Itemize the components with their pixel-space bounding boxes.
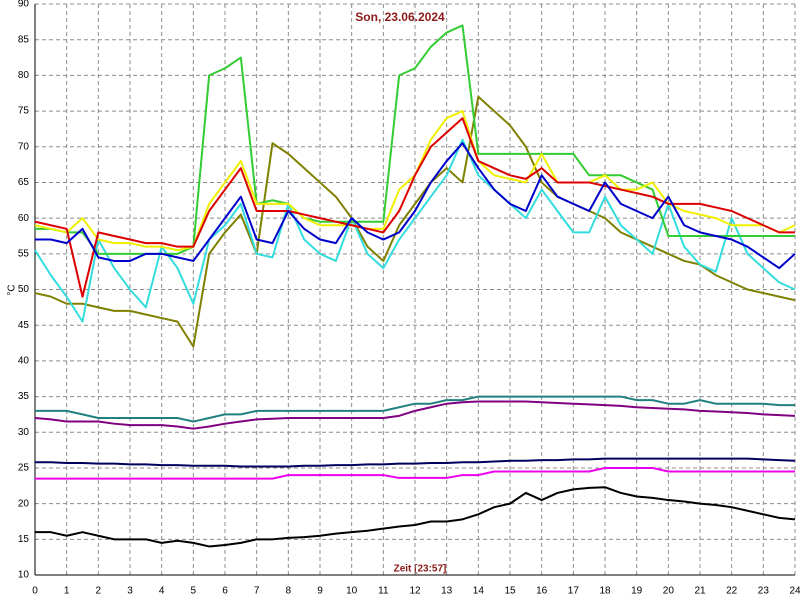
series-line [35, 142, 796, 270]
y-tick-label: 10 [18, 570, 30, 581]
x-tick-label: 19 [631, 586, 643, 597]
y-tick-label: 40 [18, 356, 30, 367]
x-tick-label: 21 [694, 586, 706, 597]
x-tick-label: 23 [758, 586, 770, 597]
series-line [35, 466, 795, 480]
y-tick-label: 25 [18, 463, 30, 474]
x-tick-label: 16 [536, 586, 548, 597]
x-tick-label: 2 [96, 586, 102, 597]
y-tick-label: 50 [18, 284, 30, 295]
y-tick-label: 35 [18, 391, 30, 402]
x-tick-label: 3 [127, 586, 133, 597]
x-tick-label: 4 [159, 586, 165, 597]
x-tick-label: 1 [64, 586, 70, 597]
x-tick-label: 7 [254, 586, 260, 597]
y-tick-label: 20 [18, 498, 30, 509]
x-tick-label: 9 [317, 586, 323, 597]
y-axis-label: °C [7, 284, 18, 295]
x-tick-label: 14 [473, 586, 485, 597]
y-tick-label: 85 [18, 34, 30, 45]
y-tick-label: 45 [18, 320, 30, 331]
series-line [35, 486, 796, 548]
y-tick-label: 65 [18, 177, 30, 188]
series-line [34, 117, 795, 298]
y-tick-label: 30 [18, 427, 30, 438]
y-tick-label: 15 [18, 534, 30, 545]
x-tick-label: 5 [191, 586, 197, 597]
x-tick-label: 12 [409, 586, 421, 597]
x-tick-label: 11 [378, 586, 389, 597]
x-tick-label: 24 [789, 586, 800, 597]
x-tick-label: 0 [32, 586, 38, 597]
x-tick-label: 20 [663, 586, 675, 597]
y-tick-label: 55 [18, 248, 30, 259]
series-line [34, 400, 796, 430]
series-line [35, 395, 795, 423]
y-tick-label: 90 [18, 0, 30, 10]
x-tick-label: 13 [441, 586, 453, 597]
series-line [35, 457, 796, 468]
x-tick-label: 10 [346, 586, 358, 597]
y-tick-label: 60 [18, 213, 30, 224]
x-axis-label: Zeit [23:57] [394, 564, 447, 575]
x-tick-label: 22 [726, 586, 738, 597]
x-tick-label: 6 [222, 586, 228, 597]
x-tick-label: 18 [599, 586, 611, 597]
chart-title: Son, 23.06.2024 [355, 10, 445, 24]
series-line [34, 95, 796, 348]
y-tick-label: 80 [18, 70, 30, 81]
x-tick-label: 15 [504, 586, 516, 597]
x-tick-label: 17 [568, 586, 580, 597]
y-tick-label: 75 [18, 106, 30, 117]
y-tick-label: 70 [18, 141, 30, 152]
x-tick-label: 8 [286, 586, 292, 597]
